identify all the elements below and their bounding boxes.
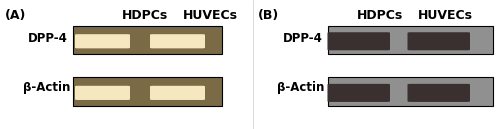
Bar — [328, 26, 492, 54]
Text: HDPCs: HDPCs — [357, 9, 403, 22]
FancyBboxPatch shape — [150, 86, 205, 100]
FancyBboxPatch shape — [328, 84, 390, 102]
FancyBboxPatch shape — [408, 32, 470, 50]
Bar — [72, 26, 223, 54]
Text: HUVECs: HUVECs — [418, 9, 472, 22]
Text: DPP-4: DPP-4 — [28, 32, 68, 45]
FancyBboxPatch shape — [328, 32, 390, 50]
Text: β-Actin: β-Actin — [278, 81, 325, 94]
FancyBboxPatch shape — [75, 34, 130, 48]
Text: DPP-4: DPP-4 — [282, 32, 323, 45]
Text: β-Actin: β-Actin — [22, 81, 70, 94]
FancyBboxPatch shape — [408, 84, 470, 102]
FancyBboxPatch shape — [75, 86, 130, 100]
Bar — [72, 77, 223, 106]
Bar — [328, 77, 492, 106]
FancyBboxPatch shape — [150, 34, 205, 48]
Text: HDPCs: HDPCs — [122, 9, 168, 22]
Text: HUVECs: HUVECs — [182, 9, 238, 22]
Text: (A): (A) — [5, 9, 26, 22]
Text: (B): (B) — [258, 9, 279, 22]
